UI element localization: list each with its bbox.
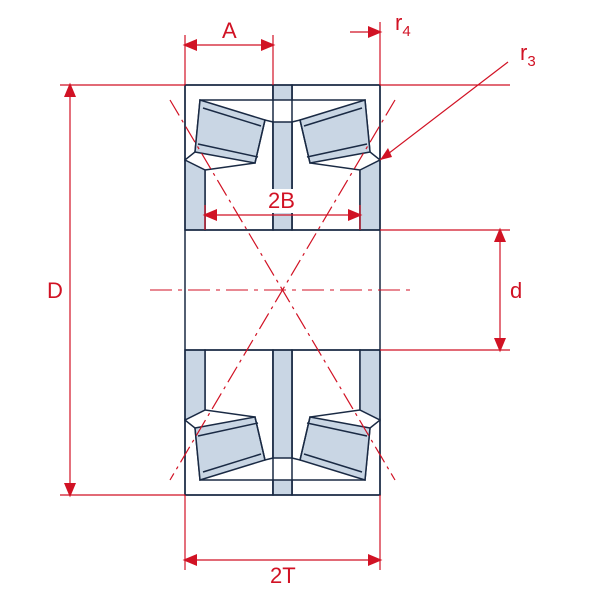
dim-2B-label: 2B (268, 188, 295, 213)
dim-d-label: d (510, 278, 522, 303)
dim-r4-label: r4 (395, 10, 411, 40)
dim-r3-label: r3 (520, 40, 536, 70)
bearing-diagram: D d A r4 r3 2B 2T (0, 0, 600, 600)
dim-D-label: D (47, 278, 63, 303)
dim-2T-label: 2T (270, 563, 296, 588)
dim-A-label: A (222, 18, 237, 43)
